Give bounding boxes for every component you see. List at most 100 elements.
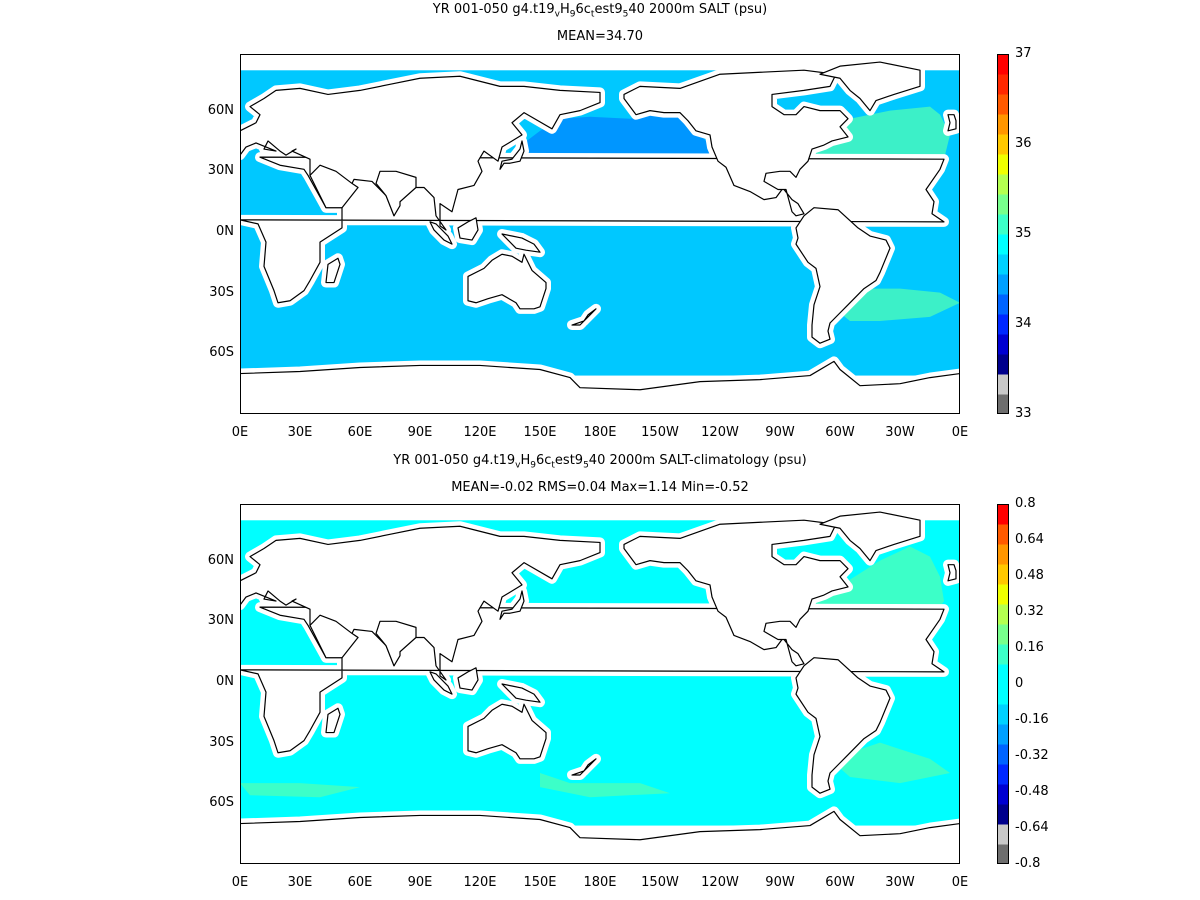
- land-madagascar: [325, 257, 341, 284]
- land-sumatra: [429, 221, 453, 245]
- x-tick-label: 0E: [951, 875, 969, 890]
- x-tick-label: 90E: [407, 425, 433, 440]
- x-tick-label: 60W: [825, 425, 855, 440]
- land-japan: [499, 140, 525, 170]
- land-india: [375, 170, 417, 217]
- land-s_america: [795, 657, 891, 794]
- x-tick-label: 150W: [641, 875, 679, 890]
- colorbar-swatch: [997, 804, 1009, 825]
- y-tick-label: 30S: [209, 284, 234, 300]
- y-tick-label: 30N: [207, 163, 234, 179]
- colorbar-tick-label: 36: [1015, 136, 1032, 151]
- x-tick-label: 120W: [701, 875, 739, 890]
- x-tick-label: 0E: [231, 425, 249, 440]
- colorbar-swatch: [997, 624, 1009, 645]
- x-tick-label: 30E: [287, 425, 313, 440]
- x-tick-label: 150W: [641, 425, 679, 440]
- colorbar-tick-label: 37: [1015, 46, 1032, 61]
- map-2-svg: [240, 504, 960, 864]
- field-region-atlantic: [840, 288, 960, 321]
- colorbar-swatch: [997, 254, 1009, 275]
- x-tick-label: 150E: [523, 875, 557, 890]
- x-tick-label: 30E: [287, 875, 313, 890]
- land-madagascar: [325, 707, 341, 734]
- land-arabia_fix: [309, 614, 359, 659]
- map-1-colorbar: [997, 54, 1009, 415]
- colorbar-tick-label: 0: [1015, 676, 1024, 691]
- colorbar-tick-label: 0.64: [1015, 532, 1044, 547]
- colorbar-swatch: [997, 114, 1009, 135]
- land-antarctica: [240, 360, 960, 414]
- colorbar-swatch: [997, 544, 1009, 565]
- colorbar-tick-label: 0.8: [1015, 496, 1036, 511]
- field-region-atlantic: [834, 742, 950, 784]
- x-tick-label: 60W: [825, 875, 855, 890]
- x-tick-label: 120E: [463, 875, 497, 890]
- land-japan: [499, 590, 525, 620]
- colorbar-swatch: [997, 744, 1009, 765]
- land-antarctica: [240, 810, 960, 864]
- colorbar-svg: [997, 504, 1009, 865]
- y-tick-label: 60N: [207, 552, 234, 568]
- colorbar-swatch: [997, 174, 1009, 195]
- colorbar-tick-label: 0.48: [1015, 568, 1044, 583]
- y-tick-label: 30N: [207, 613, 234, 629]
- land-india: [375, 620, 417, 667]
- land-new_guinea: [501, 683, 541, 703]
- y-tick-label: 60N: [207, 102, 234, 118]
- colorbar-swatch: [997, 564, 1009, 585]
- map-2-plot: [240, 504, 960, 864]
- colorbar-swatch: [997, 844, 1009, 865]
- colorbar-swatch: [997, 234, 1009, 255]
- colorbar-tick-label: -0.8: [1015, 856, 1041, 871]
- x-tick-label: 90E: [407, 875, 433, 890]
- colorbar-tick-label: -0.48: [1015, 784, 1049, 799]
- colorbar-swatch: [997, 684, 1009, 705]
- x-tick-label: 150E: [523, 425, 557, 440]
- x-tick-label: 90W: [765, 875, 795, 890]
- x-tick-label: 120E: [463, 425, 497, 440]
- colorbar-swatch: [997, 294, 1009, 315]
- land-australia: [467, 253, 547, 310]
- arctic-mask: [240, 504, 960, 521]
- field-region-atlantic: [240, 783, 360, 798]
- colorbar-tick-label: -0.64: [1015, 820, 1049, 835]
- colorbar-swatch: [997, 724, 1009, 745]
- land-australia: [467, 703, 547, 760]
- colorbar-swatch: [997, 334, 1009, 355]
- land-new_guinea: [501, 233, 541, 253]
- colorbar-swatch: [997, 314, 1009, 335]
- colorbar-tick-label: 33: [1015, 406, 1032, 421]
- colorbar-svg: [997, 54, 1009, 415]
- map-1-title: YR 001-050 g4.t19vH96ctest9540 2000m SAL…: [432, 2, 768, 20]
- land-nz: [571, 758, 597, 776]
- y-tick-label: 60S: [209, 345, 234, 361]
- x-tick-label: 60E: [347, 425, 373, 440]
- land-greenland: [819, 511, 921, 562]
- colorbar-swatch: [997, 74, 1009, 95]
- colorbar-swatch: [997, 704, 1009, 725]
- colorbar-tick-label: -0.16: [1015, 712, 1049, 727]
- colorbar-swatch: [997, 664, 1009, 685]
- colorbar-swatch: [997, 524, 1009, 545]
- land-greenland: [819, 61, 921, 112]
- map-border: [240, 504, 960, 864]
- x-tick-label: 180E: [583, 425, 617, 440]
- colorbar-tick-label: 0.32: [1015, 604, 1044, 619]
- land-arabia_fix: [309, 164, 359, 209]
- colorbar-swatch: [997, 644, 1009, 665]
- land-n_america: [623, 519, 849, 667]
- x-tick-label: 30W: [885, 875, 915, 890]
- land-n_america: [623, 69, 849, 217]
- map-2-title: YR 001-050 g4.t19vH96ctest9540 2000m SAL…: [393, 453, 807, 471]
- colorbar-swatch: [997, 274, 1009, 295]
- y-tick-label: 60S: [209, 795, 234, 811]
- colorbar-swatch: [997, 374, 1009, 395]
- colorbar-tick-label: 35: [1015, 226, 1032, 241]
- colorbar-swatch: [997, 134, 1009, 155]
- colorbar-swatch: [997, 154, 1009, 175]
- colorbar-swatch: [997, 764, 1009, 785]
- colorbar-swatch: [997, 54, 1009, 75]
- land-borneo: [457, 667, 479, 691]
- colorbar-swatch: [997, 824, 1009, 845]
